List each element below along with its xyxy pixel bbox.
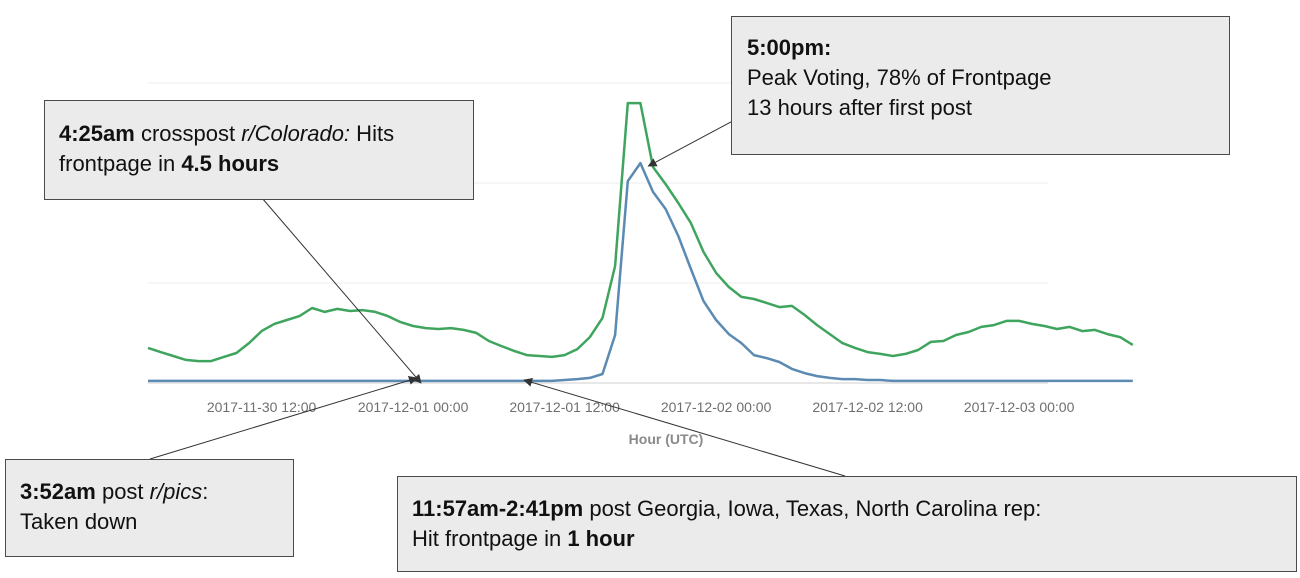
states-text2: Hit frontpage in	[412, 526, 568, 551]
pics-subreddit: r/pics	[149, 479, 203, 504]
x-tick-label: 2017-12-02 00:00	[661, 399, 772, 415]
pics-text1: post	[95, 479, 150, 504]
x-axis-title: Hour (UTC)	[629, 431, 704, 447]
colorado-subreddit: r/Colorado:	[241, 121, 351, 146]
colorado-time: 4:25am	[59, 121, 135, 146]
series-line-1	[147, 101, 1134, 363]
x-tick-label: 2017-11-30 12:00	[207, 399, 317, 415]
peak-line3: 13 hours after first post	[747, 95, 972, 120]
x-tick-label: 2017-12-03 00:00	[964, 399, 1075, 415]
callout-state-posts: 11:57am-2:41pm post Georgia, Iowa, Texas…	[397, 476, 1297, 572]
annotation-arrows	[149, 84, 846, 477]
series-line-2	[148, 161, 1133, 383]
x-tick-label: 2017-12-01 00:00	[358, 399, 469, 415]
annotation-arrow	[149, 376, 418, 460]
callout-colorado-crosspost: 4:25am crosspost r/Colorado: Hits frontp…	[44, 100, 474, 200]
colorado-text2: Hits frontpage in	[59, 121, 395, 176]
pics-line2: Taken down	[20, 509, 138, 534]
pics-text2: :	[202, 479, 209, 504]
states-time: 11:57am-2:41pm	[412, 496, 584, 521]
callout-peak-voting: 5:00pm: Peak Voting, 78% of Frontpage 13…	[731, 16, 1230, 155]
peak-line2: Peak Voting, 78% of Frontpage	[747, 65, 1052, 90]
annotation-arrow	[261, 197, 422, 384]
states-text1: post Georgia, Iowa, Texas, North Carolin…	[583, 496, 1042, 521]
pics-time: 3:52am	[20, 479, 96, 504]
series-layer	[147, 101, 1134, 383]
x-tick-label: 2017-12-01 12:00	[509, 399, 620, 415]
x-tick-labels: 2017-11-30 12:00 2017-12-01 00:00 2017-12-…	[207, 399, 1075, 415]
colorado-duration: 4.5 hours	[181, 151, 280, 176]
states-duration: 1 hour	[567, 526, 635, 551]
annotation-arrow	[523, 378, 846, 477]
peak-time: 5:00pm:	[747, 35, 832, 60]
colorado-text1: crosspost	[134, 121, 242, 146]
x-tick-label: 2017-12-02 12:00	[812, 399, 923, 415]
callout-pics-post: 3:52am post r/pics: Taken down	[5, 459, 294, 557]
